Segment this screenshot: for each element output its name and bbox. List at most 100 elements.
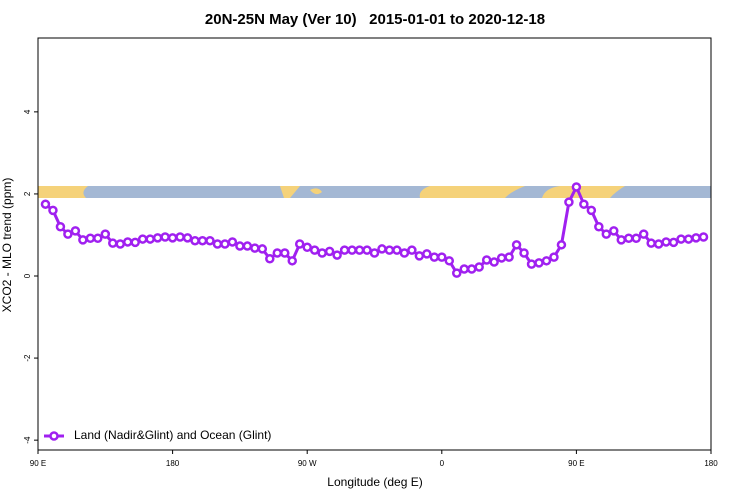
point bbox=[579, 199, 589, 209]
point bbox=[496, 253, 507, 263]
point bbox=[661, 237, 671, 247]
point bbox=[564, 197, 574, 207]
y-axis-label: XCO2 - MLO trend (ppm) bbox=[0, 178, 14, 313]
point bbox=[399, 248, 410, 258]
point bbox=[115, 239, 126, 249]
point bbox=[85, 233, 96, 244]
point bbox=[534, 258, 544, 268]
point bbox=[175, 232, 185, 242]
point bbox=[242, 241, 253, 251]
y-tick-label: 2 bbox=[23, 191, 32, 196]
point bbox=[459, 264, 469, 274]
chart-title: 20N-25N May (Ver 10) 2015-01-01 to 2020-… bbox=[205, 11, 545, 28]
point bbox=[377, 244, 387, 254]
map-strip bbox=[38, 186, 711, 198]
point bbox=[474, 262, 484, 272]
point bbox=[691, 233, 701, 243]
y-tick-label: -4 bbox=[23, 436, 32, 444]
point bbox=[526, 259, 537, 269]
point bbox=[347, 245, 357, 255]
point bbox=[586, 205, 597, 216]
point bbox=[220, 239, 230, 249]
point bbox=[250, 243, 260, 253]
point bbox=[332, 250, 342, 260]
point bbox=[429, 252, 440, 262]
point bbox=[609, 226, 619, 236]
point bbox=[422, 249, 432, 259]
point bbox=[638, 229, 649, 239]
point bbox=[676, 234, 686, 244]
point bbox=[466, 264, 477, 274]
point bbox=[437, 252, 447, 262]
point bbox=[145, 234, 155, 244]
point bbox=[93, 233, 103, 244]
point bbox=[63, 229, 73, 239]
point bbox=[616, 235, 627, 245]
point bbox=[623, 233, 634, 244]
point bbox=[205, 235, 215, 246]
point bbox=[227, 237, 238, 247]
point bbox=[265, 254, 275, 264]
point bbox=[489, 257, 499, 267]
point bbox=[631, 233, 641, 244]
point bbox=[504, 252, 514, 262]
point bbox=[354, 245, 365, 255]
point bbox=[212, 239, 223, 249]
point bbox=[40, 199, 51, 209]
point bbox=[70, 226, 81, 236]
point bbox=[324, 246, 335, 257]
point bbox=[452, 268, 462, 278]
point bbox=[280, 248, 290, 258]
point bbox=[668, 237, 679, 248]
point bbox=[541, 256, 552, 266]
y-tick-label: 4 bbox=[23, 109, 32, 114]
point bbox=[317, 248, 327, 258]
x-tick-label: 180 bbox=[704, 459, 718, 468]
point bbox=[444, 256, 455, 266]
point bbox=[519, 248, 529, 258]
legend-label: Land (Nadir&Glint) and Ocean (Glint) bbox=[74, 428, 271, 442]
point bbox=[287, 256, 297, 266]
point bbox=[122, 237, 133, 247]
point bbox=[407, 245, 417, 255]
point bbox=[362, 245, 372, 255]
x-tick-label: 90 E bbox=[568, 459, 584, 468]
x-axis-label: Longitude (deg E) bbox=[327, 475, 422, 489]
point bbox=[309, 245, 320, 255]
point bbox=[294, 239, 305, 249]
point bbox=[55, 222, 66, 232]
x-tick-label: 0 bbox=[440, 459, 445, 468]
point bbox=[197, 235, 208, 246]
point bbox=[683, 234, 694, 244]
point bbox=[302, 242, 312, 253]
x-tick-label: 90 W bbox=[298, 459, 317, 468]
point bbox=[160, 232, 170, 242]
point bbox=[339, 245, 350, 255]
point bbox=[414, 251, 425, 261]
point bbox=[137, 234, 148, 244]
point bbox=[646, 238, 656, 248]
point bbox=[384, 245, 395, 255]
point bbox=[392, 245, 402, 255]
point bbox=[481, 255, 492, 265]
point bbox=[556, 240, 567, 250]
point bbox=[78, 235, 88, 245]
x-tick-label: 90 E bbox=[30, 459, 46, 468]
point bbox=[369, 248, 380, 258]
point bbox=[653, 239, 664, 249]
point bbox=[698, 232, 709, 242]
point bbox=[235, 241, 245, 251]
point bbox=[549, 252, 559, 262]
point bbox=[100, 229, 111, 239]
point bbox=[130, 237, 140, 248]
y-tick-label: -2 bbox=[23, 354, 32, 362]
point bbox=[167, 233, 178, 243]
plot-frame bbox=[37, 37, 712, 451]
point bbox=[272, 248, 283, 258]
point bbox=[48, 205, 58, 216]
point bbox=[511, 240, 522, 250]
point bbox=[601, 229, 612, 239]
y-tick-label: 0 bbox=[23, 273, 32, 278]
point bbox=[152, 233, 163, 243]
